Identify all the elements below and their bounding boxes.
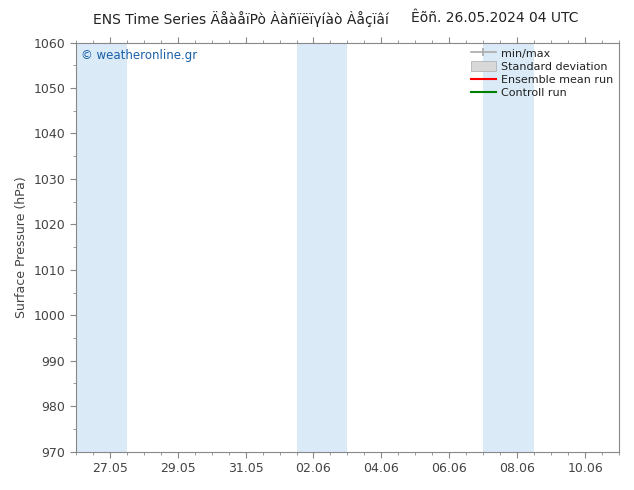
Bar: [483, 43, 534, 452]
Text: Êõñ. 26.05.2024 04 UTC: Êõñ. 26.05.2024 04 UTC: [411, 11, 578, 25]
Bar: [297, 43, 347, 452]
Text: ENS Time Series ÄåàåïPò Ààñïëïγíàò Àåçïâí: ENS Time Series ÄåàåïPò Ààñïëïγíàò Àåçïâ…: [93, 11, 389, 27]
Y-axis label: Surface Pressure (hPa): Surface Pressure (hPa): [15, 176, 28, 318]
Legend: min/max, Standard deviation, Ensemble mean run, Controll run: min/max, Standard deviation, Ensemble me…: [471, 48, 614, 98]
Bar: [76, 43, 127, 452]
Text: © weatheronline.gr: © weatheronline.gr: [81, 49, 198, 62]
